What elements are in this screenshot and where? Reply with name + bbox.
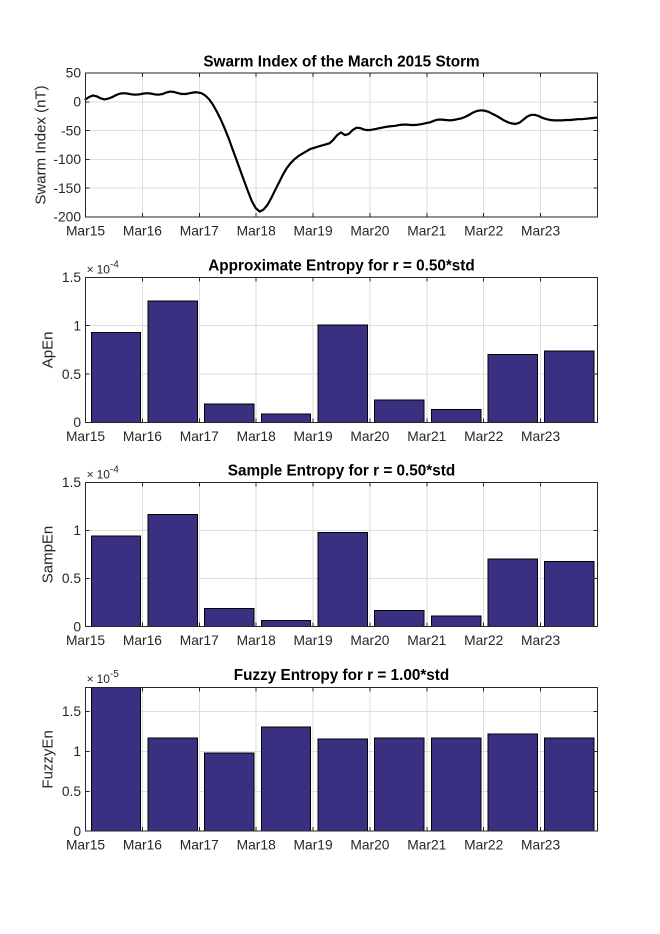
svg-text:Mar22: Mar22 xyxy=(464,224,503,239)
svg-text:Mar22: Mar22 xyxy=(464,633,503,648)
svg-text:Mar15: Mar15 xyxy=(66,633,105,648)
svg-text:Mar18: Mar18 xyxy=(237,633,276,648)
svg-text:Mar23: Mar23 xyxy=(521,224,560,239)
svg-text:Mar16: Mar16 xyxy=(123,838,162,853)
svg-text:Mar18: Mar18 xyxy=(237,224,276,239)
svg-text:-200: -200 xyxy=(53,210,81,225)
svg-text:Mar18: Mar18 xyxy=(237,429,276,444)
svg-text:Mar16: Mar16 xyxy=(123,429,162,444)
svg-text:Mar19: Mar19 xyxy=(294,633,333,648)
svg-text:0.5: 0.5 xyxy=(62,367,82,382)
svg-text:Approximate Entropy for r = 0.: Approximate Entropy for r = 0.50*std xyxy=(208,258,475,275)
svg-text:Mar23: Mar23 xyxy=(521,838,560,853)
svg-text:1: 1 xyxy=(73,744,81,759)
svg-text:Mar15: Mar15 xyxy=(66,429,105,444)
svg-text:50: 50 xyxy=(66,66,82,81)
svg-text:Mar20: Mar20 xyxy=(350,224,389,239)
svg-text:Mar17: Mar17 xyxy=(180,429,219,444)
svg-text:Swarm Index of the March 2015: Swarm Index of the March 2015 Storm xyxy=(203,53,479,70)
svg-text:0.5: 0.5 xyxy=(62,784,82,799)
svg-text:1: 1 xyxy=(73,318,81,333)
svg-text:1.5: 1.5 xyxy=(62,475,82,490)
svg-text:SampEn: SampEn xyxy=(40,526,57,584)
svg-text:Mar23: Mar23 xyxy=(521,429,560,444)
svg-text:Mar15: Mar15 xyxy=(66,838,105,853)
svg-text:Mar22: Mar22 xyxy=(464,838,503,853)
svg-text:FuzzyEn: FuzzyEn xyxy=(40,730,57,788)
svg-text:Mar19: Mar19 xyxy=(294,224,333,239)
svg-text:Mar21: Mar21 xyxy=(407,224,446,239)
svg-text:Mar17: Mar17 xyxy=(180,224,219,239)
svg-text:0: 0 xyxy=(73,824,81,839)
svg-text:Mar16: Mar16 xyxy=(123,224,162,239)
svg-text:1: 1 xyxy=(73,523,81,538)
svg-text:Mar20: Mar20 xyxy=(350,838,389,853)
svg-text:Swarm Index (nT): Swarm Index (nT) xyxy=(33,85,50,204)
svg-text:ApEn: ApEn xyxy=(40,332,57,369)
svg-text:0: 0 xyxy=(73,619,81,634)
svg-text:Mar21: Mar21 xyxy=(407,838,446,853)
svg-text:Mar19: Mar19 xyxy=(294,838,333,853)
svg-text:Mar20: Mar20 xyxy=(350,633,389,648)
svg-text:-100: -100 xyxy=(53,152,81,167)
svg-text:Mar15: Mar15 xyxy=(66,224,105,239)
svg-text:0: 0 xyxy=(73,95,81,110)
svg-text:Mar19: Mar19 xyxy=(294,429,333,444)
svg-text:0.5: 0.5 xyxy=(62,571,82,586)
svg-text:1.5: 1.5 xyxy=(62,270,82,285)
svg-text:Mar21: Mar21 xyxy=(407,633,446,648)
svg-text:Mar23: Mar23 xyxy=(521,633,560,648)
svg-text:Mar22: Mar22 xyxy=(464,429,503,444)
svg-text:Mar21: Mar21 xyxy=(407,429,446,444)
svg-text:-150: -150 xyxy=(53,181,81,196)
svg-text:-50: -50 xyxy=(61,123,81,138)
svg-text:Mar17: Mar17 xyxy=(180,838,219,853)
svg-text:Sample Entropy for r = 0.50*st: Sample Entropy for r = 0.50*std xyxy=(228,463,455,480)
svg-text:0: 0 xyxy=(73,415,81,430)
svg-text:Mar20: Mar20 xyxy=(350,429,389,444)
svg-text:Mar18: Mar18 xyxy=(237,838,276,853)
svg-text:1.5: 1.5 xyxy=(62,704,82,719)
svg-text:Fuzzy Entropy for r = 1.00*std: Fuzzy Entropy for r = 1.00*std xyxy=(234,667,449,684)
svg-text:Mar17: Mar17 xyxy=(180,633,219,648)
svg-text:Mar16: Mar16 xyxy=(123,633,162,648)
